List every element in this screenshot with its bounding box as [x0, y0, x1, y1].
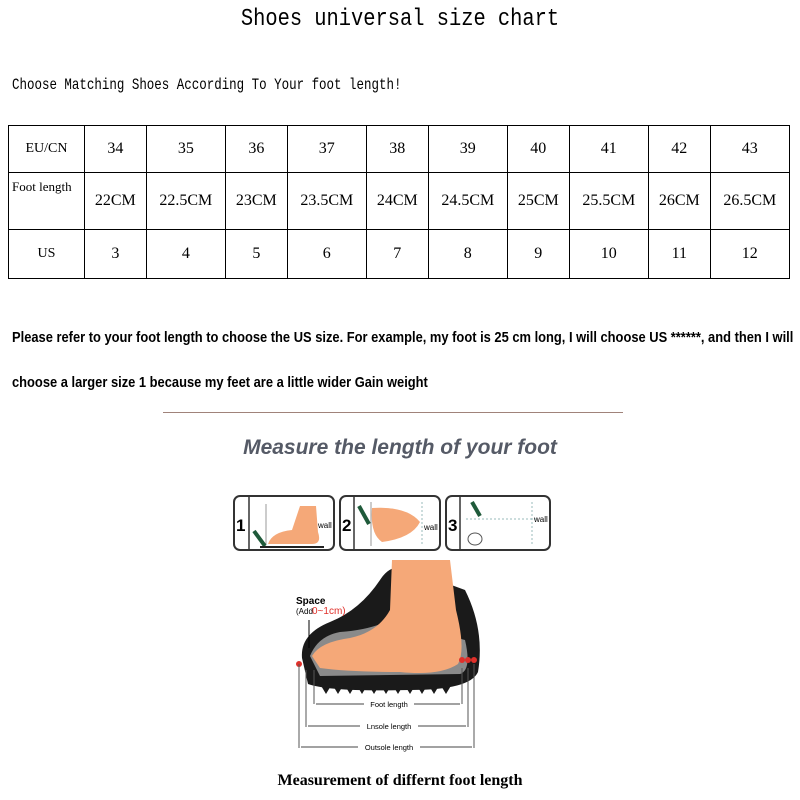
cell: 25CM — [506, 172, 570, 230]
cell: 7 — [365, 229, 429, 279]
cell: 40 — [506, 125, 570, 173]
step-number: 1 — [236, 516, 245, 535]
step-2: 2 wall — [339, 495, 441, 551]
table-row-eu: EU/CN 34 35 36 37 38 39 40 41 42 43 — [8, 125, 791, 173]
cell: 36 — [224, 125, 288, 173]
wall-label: wall — [317, 521, 332, 530]
wall-label: wall — [423, 523, 438, 532]
cell: 37 — [286, 125, 367, 173]
note-line-1: Please refer to your foot length to choo… — [12, 329, 794, 346]
cell: 39 — [427, 125, 508, 173]
cell: 6 — [286, 229, 367, 279]
cell: 4 — [145, 229, 226, 279]
cell: 10 — [568, 229, 649, 279]
cell: 24CM — [365, 172, 429, 230]
pen-icon — [252, 529, 267, 548]
cell: 35 — [145, 125, 226, 173]
foot-icon — [268, 506, 320, 544]
wall-label: wall — [533, 515, 548, 524]
measure-heading: Measure the length of your foot — [243, 436, 557, 459]
cell: 9 — [506, 229, 570, 279]
cell: 43 — [709, 125, 791, 173]
note-line-2: choose a larger size 1 because my feet a… — [12, 374, 428, 391]
cell: 26CM — [647, 172, 711, 230]
pen-icon — [470, 501, 482, 517]
foot-length-label: Foot length — [370, 700, 408, 709]
cell: 34 — [84, 125, 147, 173]
subtitle: Choose Matching Shoes According To Your … — [12, 76, 402, 94]
step-number: 3 — [448, 516, 457, 535]
measure-steps-illustration: 1 wall 2 wall 3 wall — [233, 495, 551, 551]
cell: 12 — [709, 229, 791, 279]
cell: 25.5CM — [568, 172, 649, 230]
cell: 24.5CM — [427, 172, 508, 230]
step-number: 2 — [342, 516, 351, 535]
cell: 5 — [224, 229, 288, 279]
cell: 42 — [647, 125, 711, 173]
cell: 22.5CM — [145, 172, 226, 230]
pen-icon — [357, 505, 371, 525]
cell: 11 — [647, 229, 711, 279]
cell: 22CM — [84, 172, 147, 230]
divider — [163, 412, 623, 413]
cell: 23.5CM — [286, 172, 367, 230]
space-label: Space — [296, 596, 326, 607]
cell: 38 — [365, 125, 429, 173]
outsole-length-label: Outsole length — [365, 743, 413, 752]
add-label: (Add — [296, 607, 313, 616]
step-3: 3 wall — [445, 495, 551, 551]
foot-length-diagram: Space (Add 0~1cm) Foot length Lnsole len… — [296, 560, 480, 752]
cell: 23CM — [224, 172, 288, 230]
cell: 26.5CM — [709, 172, 791, 230]
cell: 3 — [84, 229, 147, 279]
add-range: 0~1cm) — [312, 606, 346, 617]
table-row-us: US 3 4 5 6 7 8 9 10 11 12 — [8, 229, 791, 279]
size-chart-table: EU/CN 34 35 36 37 38 39 40 41 42 43 Foot… — [8, 125, 791, 279]
row-header: Foot length — [8, 172, 85, 230]
insole-length-label: Lnsole length — [367, 722, 412, 731]
table-row-foot-length: Foot length 22CM 22.5CM 23CM 23.5CM 24CM… — [8, 172, 791, 230]
step-1: 1 wall — [233, 495, 335, 551]
row-header: US — [8, 229, 85, 279]
foot-icon — [371, 507, 420, 542]
foot-shape — [312, 560, 462, 673]
ruler-icon — [467, 532, 483, 546]
row-header: EU/CN — [8, 125, 85, 173]
cell: 8 — [427, 229, 508, 279]
cell: 41 — [568, 125, 649, 173]
diagram-caption: Measurement of differnt foot length — [277, 772, 523, 789]
page-title: Shoes universal size chart — [240, 6, 560, 33]
